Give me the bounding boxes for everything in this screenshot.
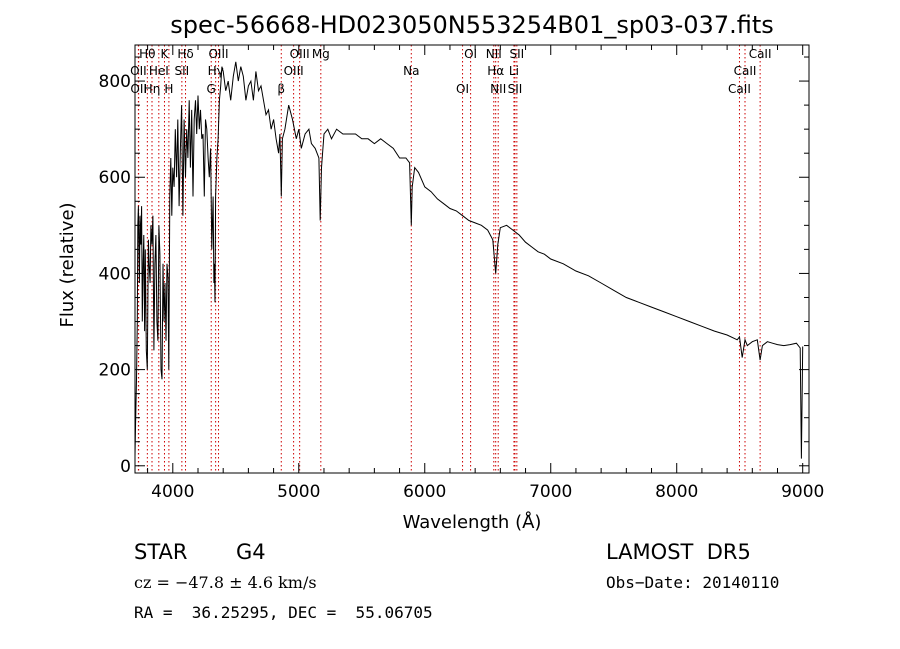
y-tick-label: 200: [99, 361, 131, 381]
x-tick-label: 8000: [655, 482, 698, 502]
line-marker-label: G: [207, 82, 216, 96]
line-marker-label: SII: [508, 82, 523, 96]
spectral-subclass: G4: [236, 540, 266, 564]
line-marker-label: CaII: [728, 82, 751, 96]
line-marker-label: Na: [403, 64, 419, 78]
y-axis-label: Flux (relative): [57, 202, 78, 327]
redshift-velocity: cz = −47.8 ± 4.6 km/s: [134, 573, 317, 592]
line-marker-label: CaII: [749, 47, 772, 61]
x-axis-label: Wavelength (Å): [403, 511, 542, 533]
line-marker-label: Hγ: [208, 64, 224, 78]
line-marker-labels: HθOIIOIIKHeIHηHδSIIHOIIIHγGOIIIOIIIβMgNa…: [130, 47, 771, 96]
line-marker-label: NII: [490, 82, 506, 96]
x-tick-label: 9000: [781, 482, 824, 502]
line-marker-label: Mg: [312, 47, 330, 61]
sky-coordinates: RA = 36.25295, DEC = 55.06705: [134, 603, 433, 622]
y-tick-label: 0: [120, 457, 131, 477]
line-marker-label: H: [164, 82, 173, 96]
spectrum-line: [134, 61, 804, 459]
line-marker-label: OIII: [208, 47, 228, 61]
x-tick-label: 5000: [277, 482, 320, 502]
line-marker-label: OI: [456, 82, 469, 96]
observation-date: Obs−Date: 20140110: [606, 573, 780, 592]
survey-name: LAMOST DR5: [606, 540, 751, 564]
line-marker-label: OIII: [284, 64, 304, 78]
y-axis: 0 200 400 600 800: [99, 56, 809, 477]
y-tick-label: 400: [99, 264, 131, 284]
object-type: STAR: [134, 540, 188, 564]
line-marker-label: Hα: [487, 64, 504, 78]
line-marker-label: K: [161, 47, 170, 61]
line-marker-label: β: [277, 82, 285, 96]
x-tick-label: 4000: [151, 482, 194, 502]
line-marker-label: SII: [175, 64, 190, 78]
chart-title: spec-56668-HD023050N553254B01_sp03-037.f…: [170, 11, 774, 39]
line-marker-label: HeI: [149, 64, 169, 78]
line-marker-label: OII: [130, 64, 147, 78]
line-marker-label: OIII: [290, 47, 310, 61]
plot-frame: [134, 44, 810, 474]
line-marker-label: CaII: [734, 64, 757, 78]
line-marker-label: Li: [509, 64, 519, 78]
x-axis: 4000 5000 6000 7000 8000 9000: [147, 45, 824, 502]
y-tick-label: 800: [99, 72, 131, 92]
line-markers: [137, 45, 761, 473]
x-tick-label: 7000: [529, 482, 572, 502]
y-tick-label: 600: [99, 168, 131, 188]
line-marker-label: Hη: [144, 82, 161, 96]
line-marker-label: Hθ: [139, 47, 155, 61]
line-marker-label: Hδ: [177, 47, 193, 61]
x-tick-label: 6000: [403, 482, 446, 502]
line-marker-label: SII: [509, 47, 524, 61]
line-marker-label: NII: [486, 47, 502, 61]
line-marker-label: OI: [464, 47, 477, 61]
